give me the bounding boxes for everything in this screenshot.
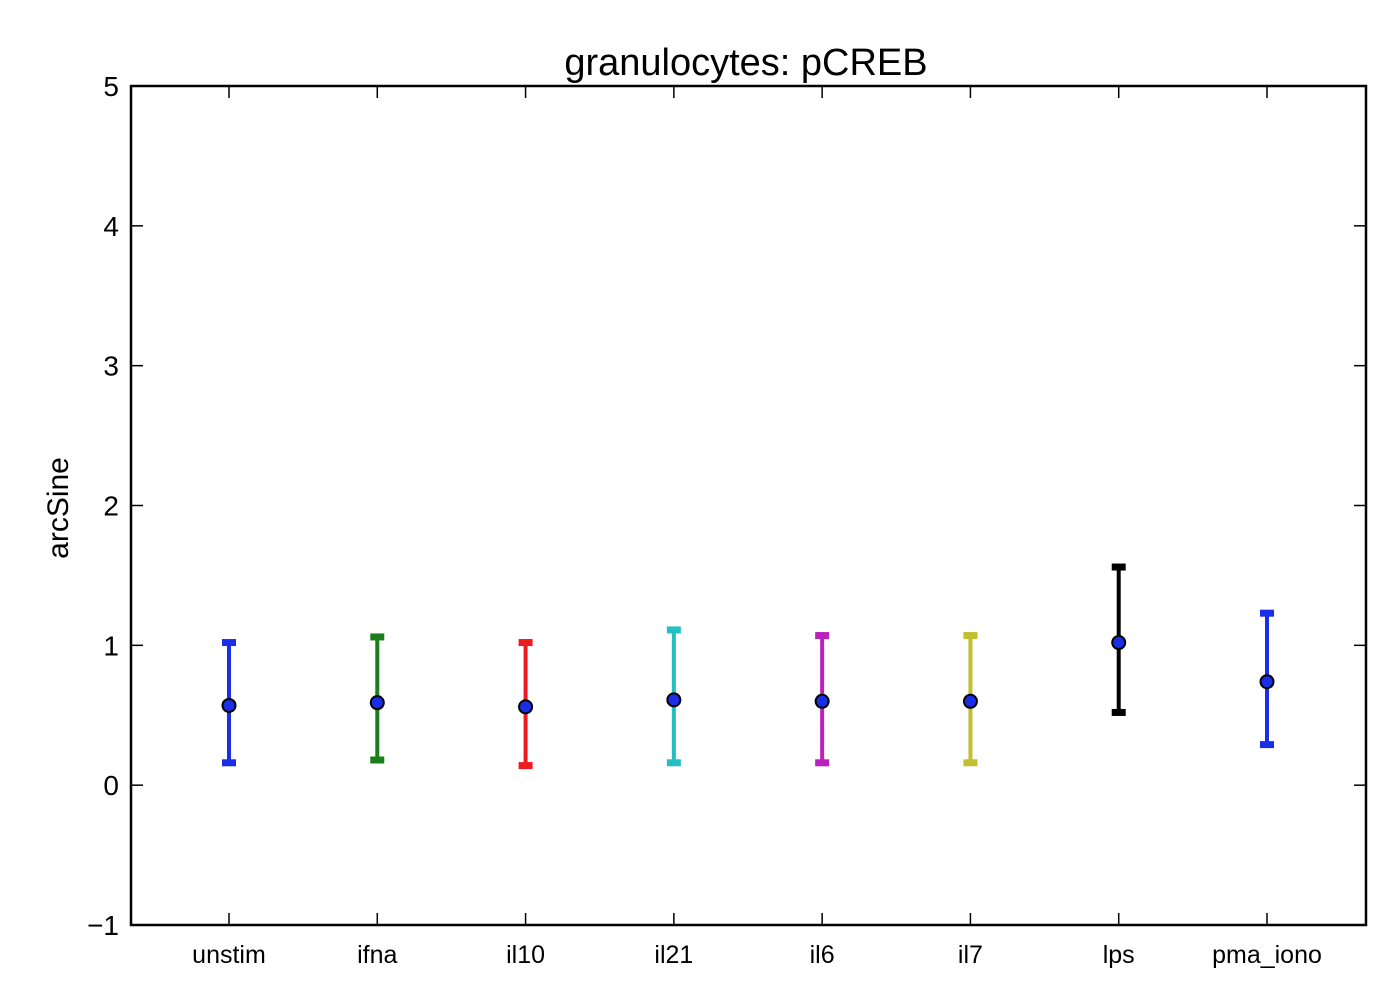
x-tick-label: il6 <box>810 941 835 969</box>
x-tick-label: il21 <box>654 941 693 969</box>
x-tick-label: il7 <box>958 941 983 969</box>
y-tick-label: 4 <box>103 211 119 242</box>
mean-point-il6 <box>814 693 830 709</box>
y-tick-label: −1 <box>87 910 119 941</box>
axis-ticks <box>131 85 1366 926</box>
mean-point-unstim <box>221 697 237 713</box>
y-tick-labels: −1 0 1 2 3 4 5 <box>87 71 119 941</box>
mean-point-lps <box>1111 635 1127 651</box>
mean-point-pma_iono <box>1259 674 1275 690</box>
x-tick-label: lps <box>1103 941 1135 969</box>
x-tick-label: pma_iono <box>1212 941 1322 969</box>
y-tick-label: 0 <box>103 770 119 801</box>
error-bars <box>222 563 1274 770</box>
plot-frame <box>129 84 1368 927</box>
y-tick-label: 2 <box>103 491 119 522</box>
chart-title: granulocytes: pCREB <box>564 42 927 84</box>
mean-markers <box>221 635 1275 715</box>
mean-point-il7 <box>962 693 978 709</box>
x-tick-label: ifna <box>357 941 397 969</box>
y-tick-label: 3 <box>103 351 119 382</box>
mean-point-il21 <box>666 692 682 708</box>
x-tick-label: il10 <box>506 941 545 969</box>
mean-point-ifna <box>369 695 385 711</box>
x-tick-labels: unstim ifna il10 il21 il6 il7 lps pma_iono <box>192 941 1322 969</box>
y-tick-label: 5 <box>103 71 119 102</box>
mean-point-il10 <box>518 699 534 715</box>
y-axis-label: arcSine <box>42 457 75 559</box>
x-tick-label: unstim <box>192 941 266 969</box>
y-tick-label: 1 <box>103 630 119 661</box>
